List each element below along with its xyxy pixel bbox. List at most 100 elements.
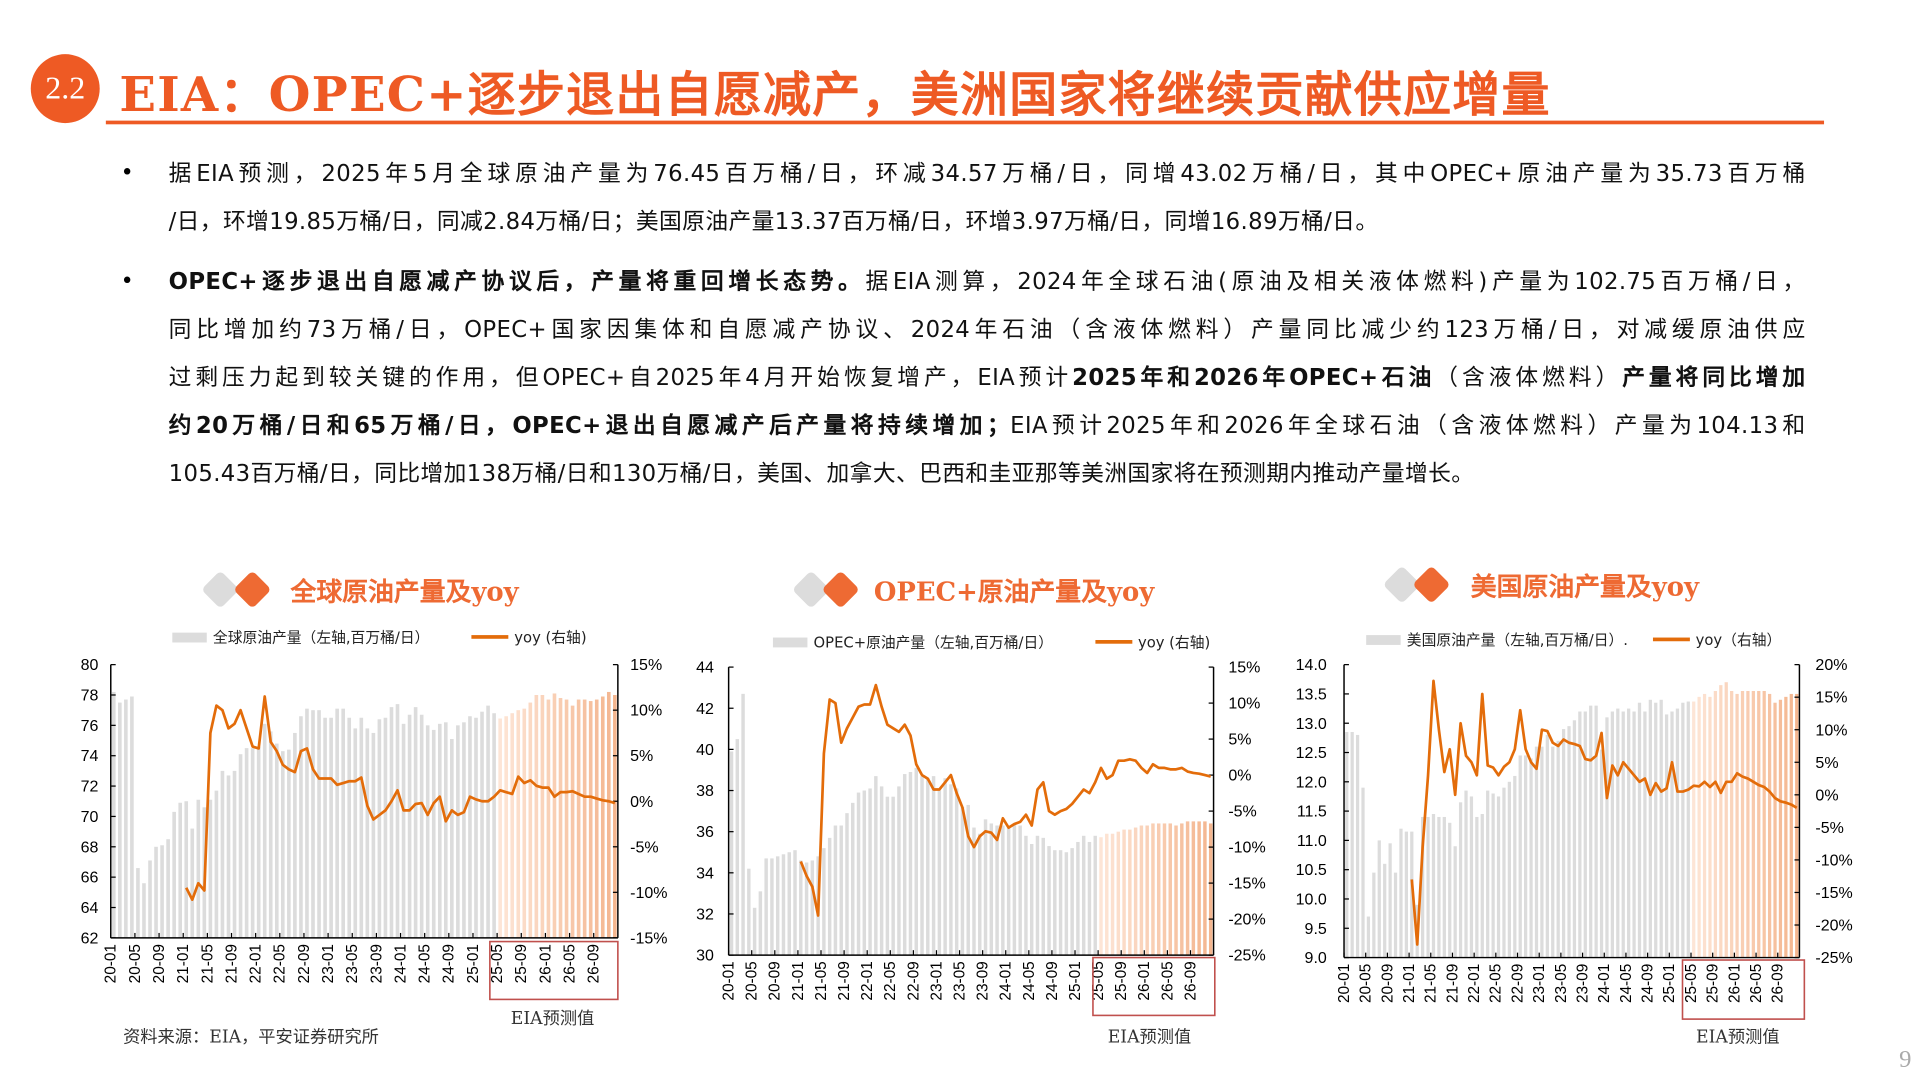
forecast-bar — [1795, 693, 1799, 958]
bar — [1518, 755, 1522, 958]
forecast-label-global: EIA预测值 — [510, 1009, 595, 1029]
bar — [931, 776, 936, 956]
x-tick-label: 23-01 — [1531, 964, 1548, 1003]
bar — [897, 786, 901, 956]
forecast-bar — [1185, 821, 1190, 956]
bar — [190, 828, 195, 938]
forecast-bar — [576, 699, 581, 938]
x-tick-label: 21-01 — [1401, 964, 1418, 1003]
text: 据EIA测算，2024年全球石油(原油及相关液体燃料)产量为102.75百万桶/… — [865, 269, 1806, 296]
forecast-bar — [1145, 825, 1149, 956]
bar — [1431, 814, 1436, 958]
bar — [486, 705, 490, 938]
paragraph-line: 105.43百万桶/日，同比增加138万桶/日和130万桶/日，美国、加拿大、巴… — [169, 460, 1806, 490]
bar — [335, 708, 339, 938]
forecast-bar — [1162, 823, 1167, 956]
x-tick-label: 24-05 — [1021, 961, 1038, 1000]
x-tick-label: 20-05 — [1358, 964, 1375, 1003]
forecast-bar — [1139, 825, 1144, 956]
forecast-bar — [588, 701, 593, 938]
bar — [1513, 775, 1517, 958]
bar — [1637, 702, 1642, 958]
bar — [154, 846, 158, 938]
bar — [1496, 796, 1501, 958]
bar — [1350, 732, 1354, 958]
bar — [220, 770, 225, 938]
paragraph-line: /日，环增19.85万桶/日，同减2.84万桶/日；美国原油产量13.37百万桶… — [169, 208, 1806, 238]
x-tick-label: 22-09 — [905, 961, 922, 1000]
y-left-tick-label: 12.0 — [1296, 774, 1327, 791]
forecast-bar — [1735, 693, 1739, 958]
y-right-tick-label: 15% — [1228, 660, 1260, 677]
x-tick-label: 21-09 — [1444, 964, 1461, 1003]
bar — [770, 858, 774, 956]
y-left-tick-label: 70 — [81, 809, 99, 826]
bar — [1567, 726, 1571, 958]
x-tick-label: 20-01 — [103, 944, 120, 983]
bar — [160, 845, 164, 938]
y-right-tick-label: -5% — [630, 839, 658, 856]
forecast-bar — [558, 698, 563, 938]
bar — [978, 833, 982, 956]
bar — [1632, 711, 1636, 958]
x-tick-label: 25-09 — [513, 944, 530, 983]
bar — [966, 804, 970, 956]
bar — [758, 891, 763, 956]
bar — [1453, 846, 1457, 958]
forecast-bar — [1724, 682, 1728, 958]
bar — [1047, 846, 1051, 956]
bar — [142, 883, 146, 938]
forecast-bar — [540, 694, 545, 938]
legend-line-swatch — [1094, 640, 1132, 644]
bold-text: 2025年和2026年OPEC+石油 — [1072, 365, 1436, 392]
x-tick-label: 25-09 — [1113, 961, 1130, 1000]
forecast-bar — [1122, 829, 1126, 956]
bar — [1001, 825, 1005, 956]
legend-line-swatch — [471, 635, 509, 639]
forecast-bar — [1110, 833, 1115, 956]
forecast-bar — [546, 699, 551, 938]
bar — [377, 719, 382, 938]
bar — [178, 802, 182, 938]
legend-bar-swatch — [772, 636, 808, 647]
bar — [1366, 916, 1371, 958]
y-left-tick-label: 34 — [696, 865, 714, 882]
bar — [365, 728, 370, 938]
bar — [468, 716, 472, 938]
forecast-bar — [600, 696, 605, 938]
bar — [1345, 732, 1349, 958]
x-tick-label: 26-05 — [1748, 964, 1765, 1003]
y-right-tick-label: -5% — [1228, 804, 1256, 821]
bar — [1643, 711, 1647, 958]
bar — [902, 774, 907, 956]
x-tick-label: 24-05 — [1618, 964, 1635, 1003]
forecast-bar — [1197, 821, 1201, 956]
bar — [926, 778, 930, 956]
y-right-tick-label: 0% — [1815, 787, 1838, 804]
bar — [1529, 758, 1533, 958]
y-right-tick-label: 5% — [630, 748, 653, 765]
bar — [1399, 828, 1403, 958]
forecast-bar — [1746, 690, 1750, 958]
forecast-bar — [1778, 699, 1783, 958]
bar — [937, 790, 942, 956]
x-tick-label: 24-01 — [392, 944, 409, 983]
y-left-tick-label: 38 — [696, 783, 714, 800]
y-left-tick-label: 36 — [696, 824, 714, 841]
forecast-highlight-box — [1681, 959, 1806, 1020]
x-tick-label: 23-09 — [975, 961, 992, 1000]
x-tick-label: 24-01 — [998, 961, 1015, 1000]
x-tick-label: 25-05 — [489, 944, 506, 983]
bar — [214, 790, 219, 938]
bar — [1388, 843, 1392, 958]
chart-title-us: 美国原油产量及yoy — [1470, 571, 1700, 602]
text: 105.43百万桶/日，同比增加138万桶/日和130万桶/日，美国、加拿大、巴… — [168, 461, 1475, 488]
paragraph-line: OPEC+逐步退出自愿减产协议后，产量将重回增长态势。据EIA测算，2024年全… — [169, 268, 1806, 298]
paragraph-line: 过剩压力起到较关键的作用，但OPEC+自2025年4月开始恢复增产，EIA预计2… — [169, 364, 1806, 394]
bar — [1589, 705, 1593, 958]
bar — [741, 693, 745, 956]
x-tick-label: 24-05 — [417, 944, 434, 983]
y-right-tick-label: 0% — [1228, 768, 1251, 785]
y-right-tick-label: 10% — [1228, 696, 1260, 713]
text: 过剩压力起到较关键的作用，但OPEC+自2025年4月开始恢复增产，EIA预计 — [168, 365, 1073, 392]
